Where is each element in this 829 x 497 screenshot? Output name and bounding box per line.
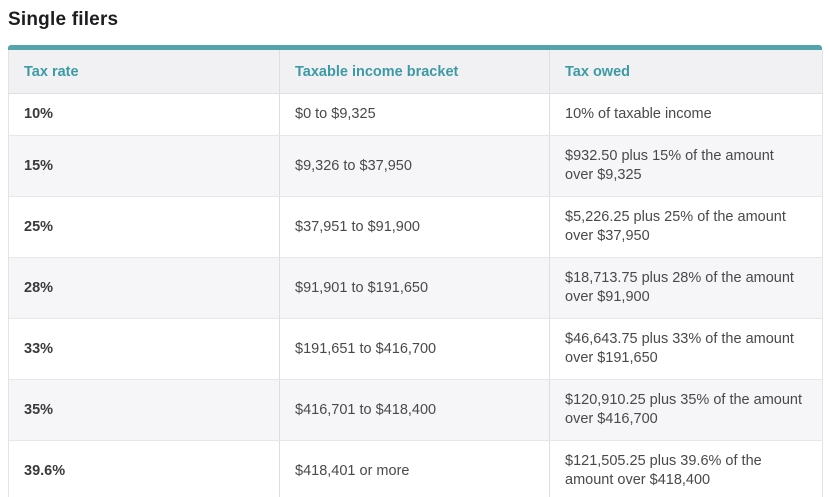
tax-rate-cell: 15% xyxy=(8,135,280,197)
income-bracket-cell: $416,701 to $418,400 xyxy=(279,379,550,441)
table-row: 39.6% $418,401 or more $121,505.25 plus … xyxy=(9,440,823,497)
income-bracket-cell: $191,651 to $416,700 xyxy=(279,318,550,380)
tax-owed-cell: $5,226.25 plus 25% of the amount over $3… xyxy=(549,196,823,258)
tax-rate-cell: 25% xyxy=(8,196,280,258)
tax-owed-cell: $18,713.75 plus 28% of the amount over $… xyxy=(549,257,823,319)
tax-rate-cell: 39.6% xyxy=(24,462,66,479)
table-row: 15% $9,326 to $37,950 $932.50 plus 15% o… xyxy=(8,135,823,197)
tax-owed-cell: $46,643.75 plus 33% of the amount over $… xyxy=(549,318,823,380)
tax-bracket-table: Tax rate Taxable income bracket Tax owed… xyxy=(8,50,823,497)
column-header-tax-rate: Tax rate xyxy=(8,50,280,94)
tax-rate-cell: 10% xyxy=(8,93,280,136)
accent-top-bar xyxy=(8,45,822,50)
tax-rate-cell: 33% xyxy=(8,318,280,380)
tax-owed-cell: $121,505.25 plus 39.6% of the amount ove… xyxy=(549,440,823,497)
tax-owed-cell: $120,910.25 plus 35% of the amount over … xyxy=(549,379,823,441)
tax-rate-cell: 28% xyxy=(8,257,280,319)
table-row: 10% $0 to $9,325 10% of taxable income xyxy=(8,93,823,136)
tax-bracket-table-container: Tax rate Taxable income bracket Tax owed… xyxy=(8,45,823,497)
income-bracket-cell: $418,401 or more xyxy=(279,440,550,497)
table-row: 35% $416,701 to $418,400 $120,910.25 plu… xyxy=(8,379,823,441)
income-bracket-cell: $37,951 to $91,900 xyxy=(279,196,550,258)
table-header-row: Tax rate Taxable income bracket Tax owed xyxy=(8,50,823,94)
tax-owed-cell: 10% of taxable income xyxy=(549,93,823,136)
table-row: 25% $37,951 to $91,900 $5,226.25 plus 25… xyxy=(8,196,823,258)
column-header-income-bracket: Taxable income bracket xyxy=(279,50,550,94)
tax-rate-cell: 35% xyxy=(8,379,280,441)
table-row: 28% $91,901 to $191,650 $18,713.75 plus … xyxy=(8,257,823,319)
income-bracket-cell: $91,901 to $191,650 xyxy=(279,257,550,319)
income-bracket-cell: $9,326 to $37,950 xyxy=(279,135,550,197)
column-header-tax-owed: Tax owed xyxy=(549,50,823,94)
table-row: 33% $191,651 to $416,700 $46,643.75 plus… xyxy=(8,318,823,380)
page-title: Single filers xyxy=(8,9,119,30)
tax-owed-cell: $932.50 plus 15% of the amount over $9,3… xyxy=(549,135,823,197)
income-bracket-cell: $0 to $9,325 xyxy=(279,93,550,136)
